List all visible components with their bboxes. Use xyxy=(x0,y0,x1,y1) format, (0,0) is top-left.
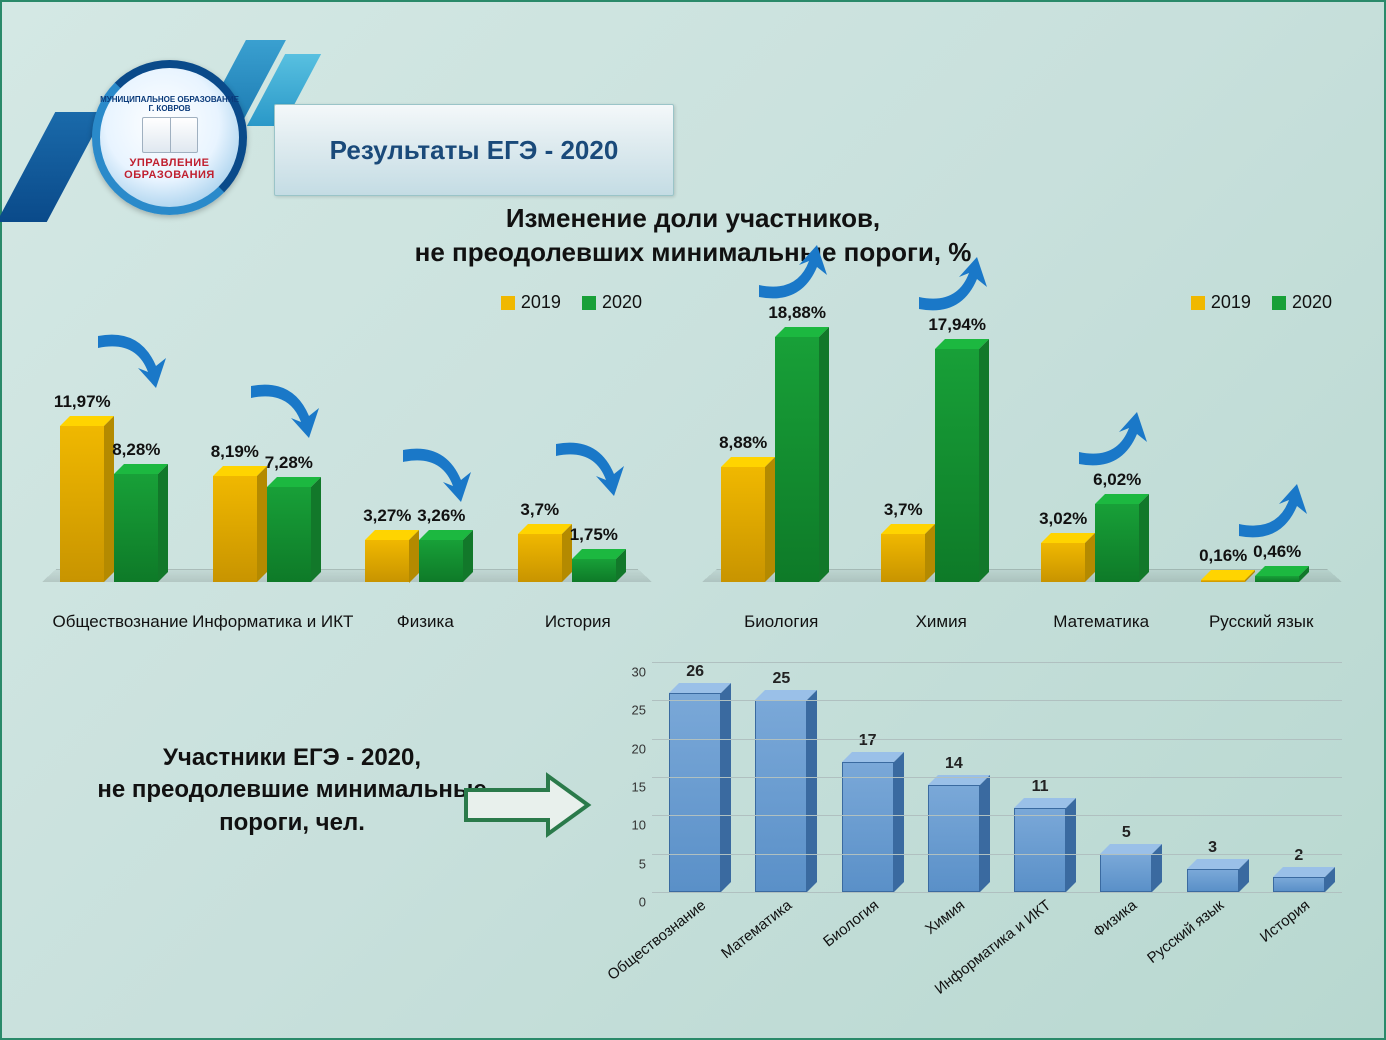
bar-value: 2 xyxy=(1273,847,1325,865)
arrow-down-icon xyxy=(243,376,323,446)
bar-2020: 17,94% xyxy=(935,349,979,582)
arrow-up-icon xyxy=(1071,404,1151,474)
bar-2019: 3,02% xyxy=(1041,543,1085,582)
bottom-bar: 2История xyxy=(1273,877,1325,892)
header: МУНИЦИПАЛЬНОЕ ОБРАЗОВАНИЕ Г. КОВРОВ УПРА… xyxy=(22,42,722,222)
y-tick: 5 xyxy=(639,856,646,871)
arrow-up-icon xyxy=(911,249,991,319)
bar-value: 17 xyxy=(842,732,894,750)
bottom-bar: 26Обществознание xyxy=(669,693,721,892)
bar-2019: 3,7% xyxy=(518,534,562,582)
bar-2020: 8,28% xyxy=(114,474,158,582)
legend-swatch-2020 xyxy=(1272,296,1286,310)
bar-2020: 1,75% xyxy=(572,559,616,582)
bottom-bar: 14Химия xyxy=(928,785,980,892)
y-tick: 30 xyxy=(632,665,646,680)
subtitle: Изменение доли участников, не преодолевш… xyxy=(2,202,1384,270)
y-tick: 15 xyxy=(632,780,646,795)
bottom-bar: 11Информатика и ИКТ xyxy=(1014,808,1066,892)
top-chart-left: 2019 2020 11,97%8,28%Обществознание8,19%… xyxy=(32,292,662,642)
bar-2020: 3,26% xyxy=(419,540,463,582)
legend-swatch-2019 xyxy=(1191,296,1205,310)
bar-value: 5 xyxy=(1100,824,1152,842)
legend-left: 2019 2020 xyxy=(485,292,642,313)
bar-2019: 11,97% xyxy=(60,426,104,582)
bar-2020: 6,02% xyxy=(1095,504,1139,582)
y-tick: 25 xyxy=(632,703,646,718)
arrow-down-icon xyxy=(395,440,475,510)
title-banner: Результаты ЕГЭ - 2020 xyxy=(274,104,674,196)
bottom-bar: 3Русский язык xyxy=(1187,869,1239,892)
bar-2019: 8,19% xyxy=(213,476,257,582)
y-tick: 0 xyxy=(639,895,646,910)
bottom-bar: 25Математика xyxy=(755,700,807,892)
arrow-up-icon xyxy=(751,237,831,307)
bottom-bar: 17Биология xyxy=(842,762,894,892)
y-tick: 20 xyxy=(632,741,646,756)
bar-value: 14 xyxy=(928,755,980,773)
bar-category: Биология xyxy=(820,897,882,951)
bottom-title: Участники ЕГЭ - 2020, не преодолевшие ми… xyxy=(62,742,522,839)
logo-line1: УПРАВЛЕНИЕ xyxy=(100,157,239,169)
bar-value: 11 xyxy=(1014,778,1066,796)
bar-2019: 3,7% xyxy=(881,534,925,582)
arrow-up-icon xyxy=(1231,476,1311,546)
top-chart-right: 2019 2020 8,88%18,88%Биология3,7%17,94%Х… xyxy=(692,292,1352,642)
logo-arc-text: МУНИЦИПАЛЬНОЕ ОБРАЗОВАНИЕ Г. КОВРОВ xyxy=(100,95,239,113)
big-arrow-icon xyxy=(462,772,592,838)
bar-category: Физика xyxy=(1090,897,1140,941)
category-label: История xyxy=(482,612,674,632)
legend-right: 2019 2020 xyxy=(1175,292,1332,313)
y-tick: 10 xyxy=(632,818,646,833)
bar-category: История xyxy=(1257,897,1313,946)
bar-value: 25 xyxy=(755,670,807,688)
legend-swatch-2020 xyxy=(582,296,596,310)
bar-2019: 3,27% xyxy=(365,540,409,583)
bar-category: Обществознание xyxy=(605,897,710,984)
bar-category: Математика xyxy=(718,897,795,962)
bar-category: Русский язык xyxy=(1144,897,1227,967)
legend-swatch-2019 xyxy=(501,296,515,310)
bar-2020: 0,46% xyxy=(1255,576,1299,582)
logo: МУНИЦИПАЛЬНОЕ ОБРАЗОВАНИЕ Г. КОВРОВ УПРА… xyxy=(22,42,262,222)
top-chart: 2019 2020 11,97%8,28%Обществознание8,19%… xyxy=(32,292,1358,642)
bar-2019: 0,16% xyxy=(1201,580,1245,582)
bar-2019: 8,88% xyxy=(721,467,765,582)
bar-2020: 7,28% xyxy=(267,487,311,582)
bottom-bar: 5Физика xyxy=(1100,854,1152,892)
bottom-chart: 051015202530 26Обществознание25Математик… xyxy=(612,652,1352,1012)
page-title: Результаты ЕГЭ - 2020 xyxy=(330,134,619,167)
arrow-down-icon xyxy=(548,434,628,504)
bar-value: 26 xyxy=(669,663,721,681)
logo-book-icon xyxy=(142,117,198,153)
arrow-down-icon xyxy=(90,326,170,396)
bar-category: Химия xyxy=(922,897,968,938)
bar-2020: 18,88% xyxy=(775,337,819,582)
logo-line2: ОБРАЗОВАНИЯ xyxy=(100,169,239,181)
category-label: Русский язык xyxy=(1165,612,1357,632)
